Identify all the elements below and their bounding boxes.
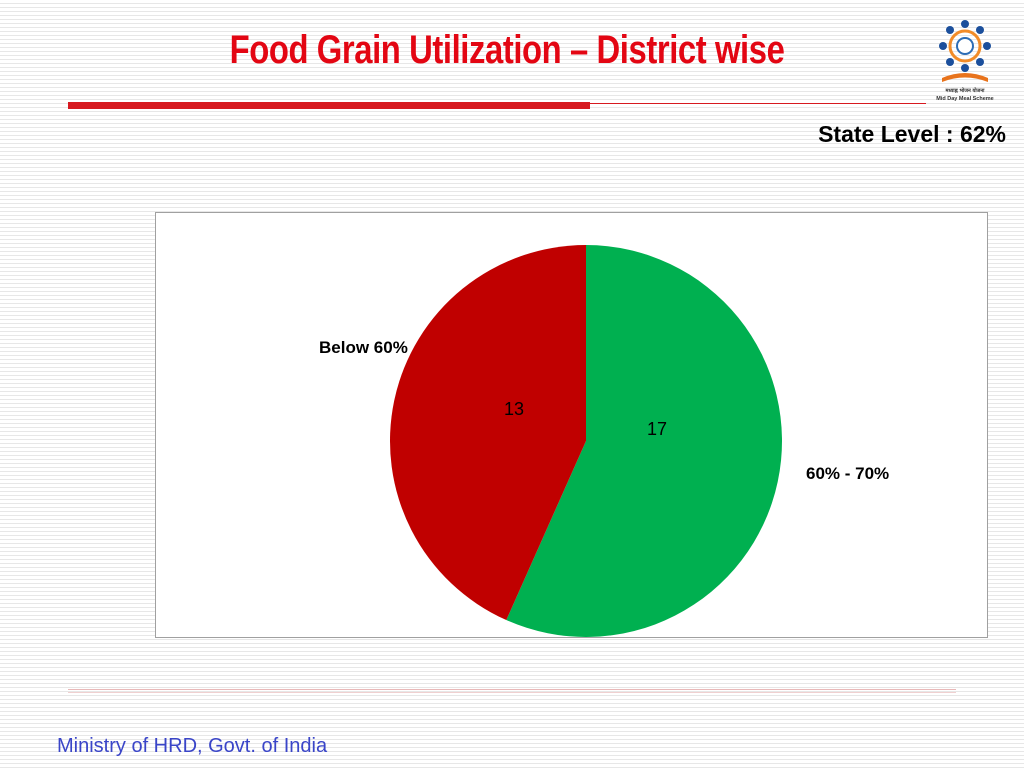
logo-english-text: Mid Day Meal Scheme <box>936 96 993 102</box>
pie-chart-container: 17 13 60% - 70% Below 60% <box>155 212 988 638</box>
title-underline-thin <box>590 103 926 104</box>
pie-value-label-2: 13 <box>504 399 524 419</box>
footer-ministry: Ministry of HRD, Govt. of India <box>57 735 328 757</box>
pie-value-label-1: 17 <box>647 419 667 439</box>
slide-title: Food Grain Utilization – District wise <box>229 28 785 72</box>
logo-emblem-icon <box>939 20 991 82</box>
pie-slice-1 <box>506 245 783 637</box>
pie-category-label-1: 60% - 70% <box>806 464 889 483</box>
footer-divider <box>68 689 956 690</box>
pie-slice-2 <box>390 245 586 621</box>
state-level-label: State Level : 62% <box>818 121 1006 147</box>
mid-day-meal-logo: मध्याह्न भोजन योजना Mid Day Meal Scheme <box>936 20 994 102</box>
title-underline-thick <box>68 102 590 109</box>
pie-category-label-2: Below 60% <box>319 338 408 357</box>
pie-chart: 17 13 60% - 70% Below 60% <box>319 245 889 637</box>
footer-divider-secondary <box>68 692 956 693</box>
logo-hindi-text: मध्याह्न भोजन योजना <box>945 87 986 94</box>
